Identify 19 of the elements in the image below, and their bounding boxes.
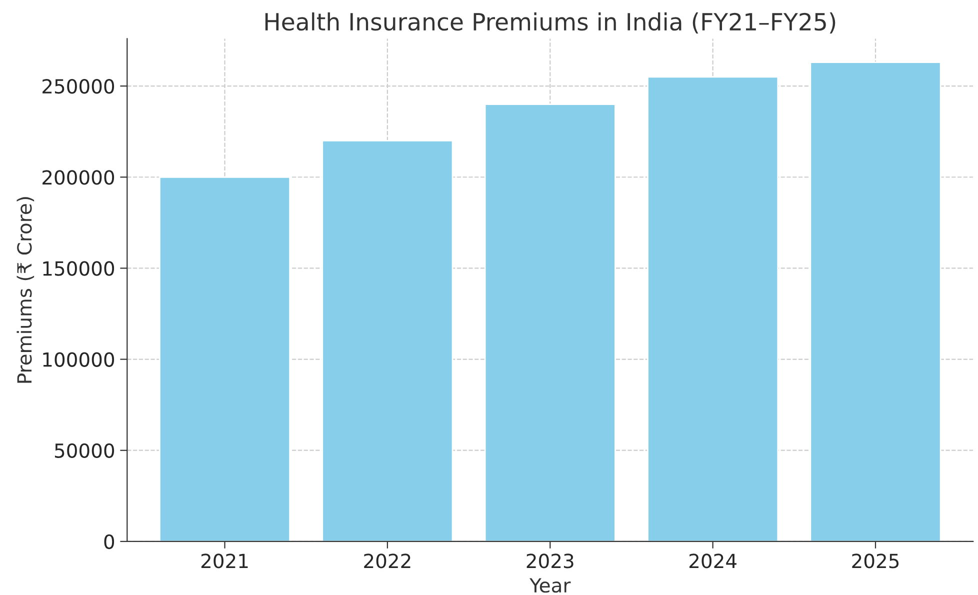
bar xyxy=(158,176,291,542)
y-tick-label: 250000 xyxy=(42,78,114,94)
y-tick-label: 150000 xyxy=(43,261,114,276)
x-tick-label: 2025 xyxy=(852,554,899,568)
bar xyxy=(647,76,779,542)
y-tick-label: 50000 xyxy=(54,443,114,458)
x-tick-label: 2023 xyxy=(526,554,574,568)
x-tick-label: 2022 xyxy=(364,554,410,568)
y-tick-label: 200000 xyxy=(42,170,114,185)
chart-title: Health Insurance Premiums in India (FY21–FY25) xyxy=(265,12,836,34)
bar xyxy=(322,140,454,542)
x-tick-label: 2021 xyxy=(201,554,248,568)
x-axis-title: Year xyxy=(530,578,571,593)
x-tick-label: 2024 xyxy=(689,554,736,568)
y-tick-label: 100000 xyxy=(43,352,114,367)
bar xyxy=(484,104,616,542)
bar xyxy=(810,62,942,542)
y-axis-title: Premiums (₹ Crore) xyxy=(16,197,34,383)
y-tick-label: 0 xyxy=(104,534,114,550)
